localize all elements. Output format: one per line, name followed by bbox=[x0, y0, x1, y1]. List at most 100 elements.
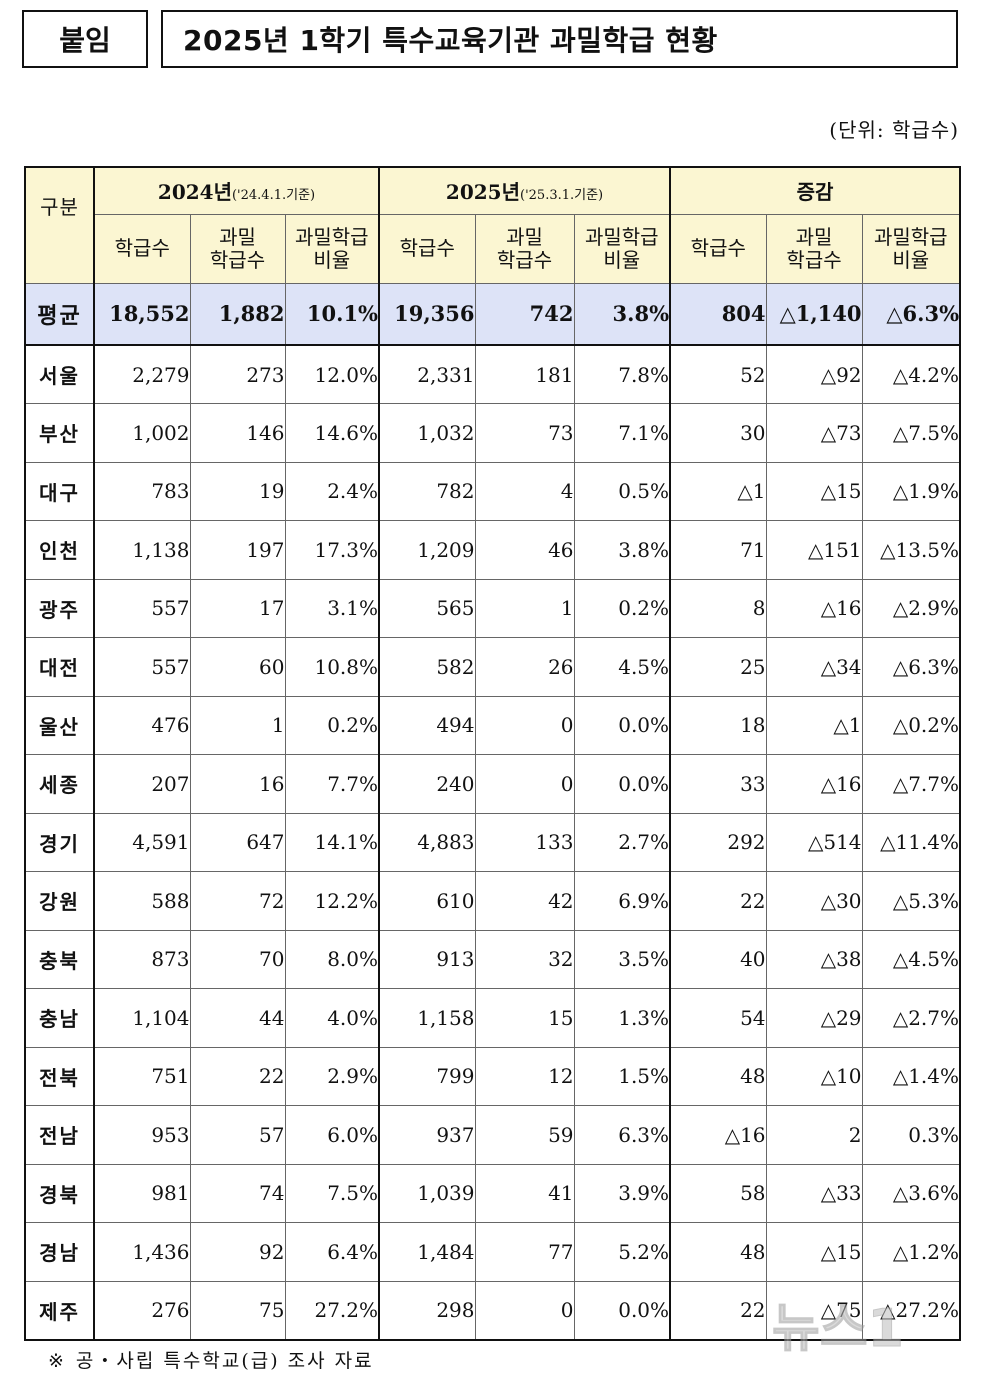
table-cell: 48 bbox=[669, 1222, 767, 1282]
table-cell: 33 bbox=[669, 754, 767, 814]
region-name: 세종 bbox=[24, 754, 95, 814]
table-row: 충남 1,104 44 4.0% 1,158 15 1.3% 54 △29 △2.7% bbox=[24, 988, 961, 1048]
average-row: 평균 18,552 1,882 10.1% 19,356 742 3.8% 804 △1,140… bbox=[24, 282, 961, 346]
table-cell: 59 bbox=[474, 1105, 575, 1165]
table-cell: 565 bbox=[378, 578, 476, 638]
region-name: 강원 bbox=[24, 871, 95, 931]
table-cell: 4.5% bbox=[573, 637, 671, 697]
table-cell: 22 bbox=[669, 1280, 767, 1340]
table-cell: △3.6% bbox=[861, 1163, 961, 1223]
table-cell: △1,140 bbox=[765, 282, 863, 346]
table-cell: 1,104 bbox=[93, 988, 191, 1048]
table-cell: 10.1% bbox=[284, 282, 380, 346]
table-cell: 4 bbox=[474, 461, 575, 521]
region-name: 전남 bbox=[24, 1105, 95, 1165]
table-cell: 1.3% bbox=[573, 988, 671, 1048]
svg-text:뉴스1: 뉴스1 bbox=[772, 1299, 904, 1359]
table-cell: △16 bbox=[765, 754, 863, 814]
header-col-0-0: 학급수 bbox=[93, 213, 191, 284]
table-cell: 10.8% bbox=[284, 637, 380, 697]
table-row: 광주 557 17 3.1% 565 1 0.2% 8 △16 △2.9% bbox=[24, 578, 961, 638]
table-cell: 18 bbox=[669, 695, 767, 755]
table-cell: 12.2% bbox=[284, 871, 380, 931]
table-cell: 70 bbox=[189, 929, 286, 989]
table-cell: 14.1% bbox=[284, 812, 380, 872]
table-cell: △11.4% bbox=[861, 812, 961, 872]
region-name: 대전 bbox=[24, 637, 95, 697]
table-cell: △75 bbox=[765, 1280, 863, 1340]
table-cell: △92 bbox=[765, 344, 863, 404]
table-cell: 25 bbox=[669, 637, 767, 697]
table-cell: 610 bbox=[378, 871, 476, 931]
table-cell: 913 bbox=[378, 929, 476, 989]
region-name: 대구 bbox=[24, 461, 95, 521]
table-cell: 12.0% bbox=[284, 344, 380, 404]
unit-label: (단위: 학급수) bbox=[829, 118, 959, 142]
table-cell: 0.2% bbox=[573, 578, 671, 638]
table-cell: 22 bbox=[189, 1046, 286, 1106]
table-cell: 3.9% bbox=[573, 1163, 671, 1223]
table-cell: △13.5% bbox=[861, 520, 961, 580]
header-col-0-1: 과밀 학급수 bbox=[189, 213, 286, 284]
table-cell: 181 bbox=[474, 344, 575, 404]
table-cell: △1.4% bbox=[861, 1046, 961, 1106]
table-row: 강원 588 72 12.2% 610 42 6.9% 22 △30 △5.3% bbox=[24, 871, 961, 931]
table-cell: 0.0% bbox=[573, 1280, 671, 1340]
table-cell: 54 bbox=[669, 988, 767, 1048]
table-row: 제주 276 75 27.2% 298 0 0.0% 22 △75 △27.2% bbox=[24, 1280, 961, 1340]
table-cell: 1.5% bbox=[573, 1046, 671, 1106]
table-cell: 4,591 bbox=[93, 812, 191, 872]
table-row: 경남 1,436 92 6.4% 1,484 77 5.2% 48 △15 △1.2% bbox=[24, 1222, 961, 1282]
table-cell: 751 bbox=[93, 1046, 191, 1106]
table-cell: 72 bbox=[189, 871, 286, 931]
table-cell: △1 bbox=[669, 461, 767, 521]
table-cell: 2.4% bbox=[284, 461, 380, 521]
table-cell: 804 bbox=[669, 282, 767, 346]
attachment-tag: 붙임 bbox=[22, 10, 148, 68]
table-cell: 6.0% bbox=[284, 1105, 380, 1165]
table-cell: △15 bbox=[765, 1222, 863, 1282]
table-cell: 2,279 bbox=[93, 344, 191, 404]
table-cell: 1,209 bbox=[378, 520, 476, 580]
table-cell: 19,356 bbox=[378, 282, 476, 346]
region-name: 울산 bbox=[24, 695, 95, 755]
table-cell: 46 bbox=[474, 520, 575, 580]
table-cell: △16 bbox=[765, 578, 863, 638]
table-cell: 1,158 bbox=[378, 988, 476, 1048]
table-row: 울산 476 1 0.2% 494 0 0.0% 18 △1 △0.2% bbox=[24, 695, 961, 755]
table-cell: 273 bbox=[189, 344, 286, 404]
table-cell: 7.8% bbox=[573, 344, 671, 404]
table-cell: △27.2% bbox=[861, 1280, 961, 1340]
header-col-1-2: 과밀학급 비율 bbox=[573, 213, 671, 284]
table-cell: 30 bbox=[669, 403, 767, 463]
table-cell: 557 bbox=[93, 637, 191, 697]
region-name: 충남 bbox=[24, 988, 95, 1048]
table-cell: 292 bbox=[669, 812, 767, 872]
table-cell: 3.8% bbox=[573, 520, 671, 580]
table-cell: 41 bbox=[474, 1163, 575, 1223]
table-cell: △7.5% bbox=[861, 403, 961, 463]
table-cell: 71 bbox=[669, 520, 767, 580]
table-row: 인천 1,138 197 17.3% 1,209 46 3.8% 71 △151 △13.5% bbox=[24, 520, 961, 580]
table-cell: △514 bbox=[765, 812, 863, 872]
table-cell: 52 bbox=[669, 344, 767, 404]
table-cell: 58 bbox=[669, 1163, 767, 1223]
table-row: 대구 783 19 2.4% 782 4 0.5% △1 △15 △1.9% bbox=[24, 461, 961, 521]
table-cell: △151 bbox=[765, 520, 863, 580]
header-group-change: 증감 bbox=[669, 166, 961, 215]
table-cell: 981 bbox=[93, 1163, 191, 1223]
table-cell: 0.0% bbox=[573, 695, 671, 755]
region-name: 전북 bbox=[24, 1046, 95, 1106]
table-row: 서울 2,279 273 12.0% 2,331 181 7.8% 52 △92 △4.2% bbox=[24, 344, 961, 404]
table-cell: 1,882 bbox=[189, 282, 286, 346]
table-cell: △10 bbox=[765, 1046, 863, 1106]
table-cell: 240 bbox=[378, 754, 476, 814]
table-cell: 197 bbox=[189, 520, 286, 580]
table-cell: △6.3% bbox=[861, 637, 961, 697]
table-cell: 1,032 bbox=[378, 403, 476, 463]
region-name: 경남 bbox=[24, 1222, 95, 1282]
table-cell: △1.9% bbox=[861, 461, 961, 521]
table-cell: 1 bbox=[474, 578, 575, 638]
region-name: 인천 bbox=[24, 520, 95, 580]
table-cell: 7.7% bbox=[284, 754, 380, 814]
